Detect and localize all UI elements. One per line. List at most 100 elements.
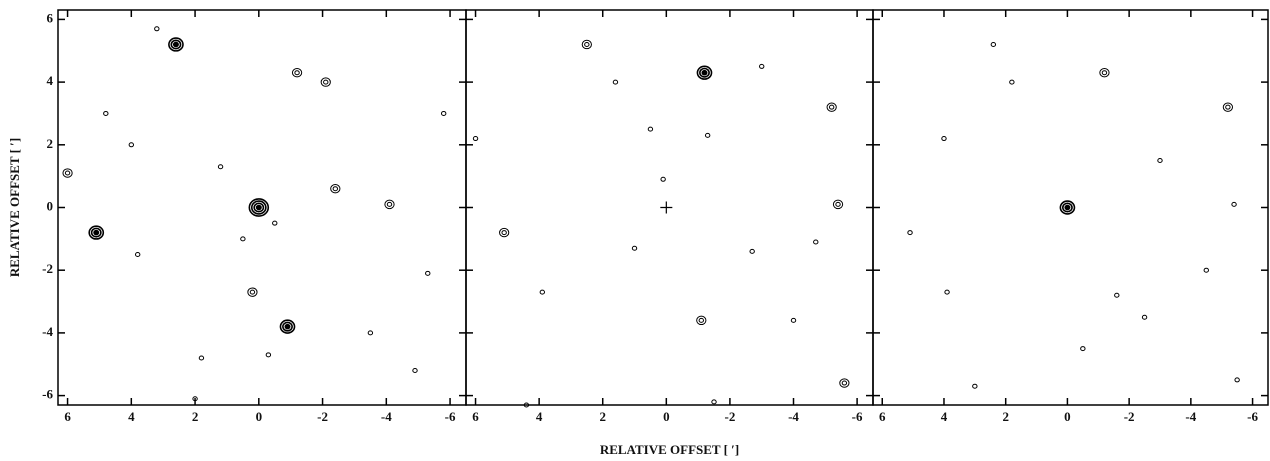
- contour: [585, 42, 589, 46]
- contour: [1065, 206, 1069, 210]
- contour: [135, 253, 139, 257]
- contour: [750, 249, 754, 253]
- figure: 6 4 2 0 -2 -4 -6 6 4 2 0 -2 -4 -6 RELATIVE OFFSET [ ′]…: [0, 0, 1270, 461]
- contour: [441, 111, 445, 115]
- contour: [257, 206, 261, 210]
- y-tick-label: -6: [42, 387, 53, 402]
- contour: [413, 369, 417, 373]
- contour: [473, 137, 477, 141]
- contour: [760, 64, 764, 68]
- x-tick-label: 4: [128, 409, 135, 424]
- contour: [266, 353, 270, 357]
- contour: [991, 42, 995, 46]
- contour: [814, 240, 818, 244]
- contour: [827, 103, 836, 111]
- x-tick-label: 0: [1064, 409, 1071, 424]
- x-tick-label: 2: [192, 409, 199, 424]
- x-tick-label: 2: [599, 409, 606, 424]
- contour: [331, 184, 340, 192]
- contour: [1223, 103, 1232, 111]
- contour: [840, 379, 849, 387]
- contour: [661, 177, 665, 181]
- center-cross: [660, 202, 672, 214]
- contour: [218, 165, 222, 169]
- panel-frame: [58, 10, 466, 405]
- contour: [333, 187, 337, 191]
- x-tick-label: -4: [788, 409, 799, 424]
- contour: [705, 133, 709, 137]
- contour: [324, 80, 328, 84]
- contour: [582, 40, 591, 48]
- contour: [973, 384, 977, 388]
- contour: [63, 169, 72, 177]
- contour: [945, 290, 949, 294]
- contour: [833, 200, 842, 208]
- y-tick-label: 4: [47, 73, 54, 88]
- contour: [712, 400, 716, 404]
- x-tick-label: -2: [1124, 409, 1135, 424]
- x-axis-label: RELATIVE OFFSET [ ′]: [600, 442, 739, 457]
- contour: [250, 290, 254, 294]
- contour: [1235, 378, 1239, 382]
- contour: [1081, 347, 1085, 351]
- contour: [1010, 80, 1014, 84]
- x-tick-label: 6: [879, 409, 886, 424]
- contour: [699, 318, 703, 322]
- contour: [1232, 202, 1236, 206]
- contour: [791, 318, 795, 322]
- x-tick-label: -2: [724, 409, 735, 424]
- contour: [942, 137, 946, 141]
- y-axis-label: RELATIVE OFFSET [ ′]: [7, 138, 22, 277]
- contour: [1115, 293, 1119, 297]
- x-tick-label: 4: [941, 409, 948, 424]
- contour: [1142, 315, 1146, 319]
- x-tick-label: 0: [663, 409, 670, 424]
- contour: [387, 202, 391, 206]
- y-tick-label: 0: [47, 198, 54, 213]
- x-tick-label: -6: [445, 409, 456, 424]
- x-tick-label: 2: [1002, 409, 1009, 424]
- contour: [829, 105, 833, 109]
- contour: [174, 42, 178, 46]
- contour: [540, 290, 544, 294]
- contour: [155, 27, 159, 31]
- x-tick-label: -4: [1185, 409, 1196, 424]
- contour: [502, 231, 506, 235]
- panel-frame: [873, 10, 1268, 405]
- contour: [648, 127, 652, 131]
- x-tick-label: 4: [536, 409, 543, 424]
- contour: [129, 143, 133, 147]
- contour: [697, 316, 706, 324]
- contour: [836, 202, 840, 206]
- x-tick-label: 6: [472, 409, 479, 424]
- contour: [1158, 158, 1162, 162]
- y-tick-label: 2: [47, 136, 54, 151]
- x-tick-label: 6: [64, 409, 71, 424]
- contour: [1100, 68, 1109, 76]
- contour: [702, 71, 706, 75]
- contour: [104, 111, 108, 115]
- contour: [321, 78, 330, 86]
- contour: [1204, 268, 1208, 272]
- contour: [65, 171, 69, 175]
- contour: [285, 325, 289, 329]
- contour: [241, 237, 245, 241]
- contour: [1102, 71, 1106, 75]
- contour: [368, 331, 372, 335]
- x-tick-label: 0: [256, 409, 263, 424]
- contour: [94, 231, 98, 235]
- contour: [908, 231, 912, 235]
- contour: [385, 200, 394, 208]
- y-tick-label: -2: [42, 261, 53, 276]
- contour: [295, 71, 299, 75]
- contour: [1226, 105, 1230, 109]
- contour: [842, 381, 846, 385]
- contour: [273, 221, 277, 225]
- x-tick-label: -2: [317, 409, 328, 424]
- contour: [613, 80, 617, 84]
- contour: [292, 68, 301, 76]
- y-tick-label: -4: [42, 324, 53, 339]
- contour: [500, 228, 509, 236]
- x-tick-label: -6: [1247, 409, 1258, 424]
- x-tick-label: -6: [852, 409, 863, 424]
